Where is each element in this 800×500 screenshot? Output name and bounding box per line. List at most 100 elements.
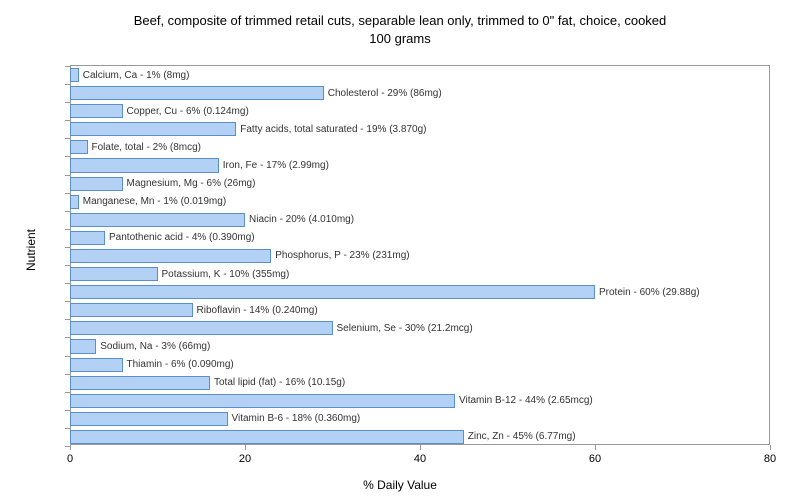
bar-row: Thiamin - 6% (0.090mg) bbox=[70, 358, 769, 372]
x-tick-label: 80 bbox=[764, 453, 776, 465]
y-axis-label: Nutrient bbox=[24, 229, 38, 271]
bar-row: Phosphorus, P - 23% (231mg) bbox=[70, 249, 769, 263]
bar bbox=[70, 358, 123, 372]
bar bbox=[70, 122, 236, 136]
bar bbox=[70, 303, 193, 317]
bar-row: Potassium, K - 10% (355mg) bbox=[70, 267, 769, 281]
x-tick-mark bbox=[595, 445, 596, 450]
y-tick-mark bbox=[65, 102, 70, 103]
x-tick-label: 20 bbox=[239, 453, 251, 465]
y-tick-mark bbox=[65, 66, 70, 67]
y-tick-mark bbox=[65, 428, 70, 429]
y-tick-mark bbox=[65, 283, 70, 284]
bar-row: Calcium, Ca - 1% (8mg) bbox=[70, 68, 769, 82]
bar-label: Phosphorus, P - 23% (231mg) bbox=[275, 250, 409, 261]
bar-label: Total lipid (fat) - 16% (10.15g) bbox=[214, 377, 345, 388]
bar bbox=[70, 158, 219, 172]
bar bbox=[70, 177, 123, 191]
bar-row: Vitamin B-6 - 18% (0.360mg) bbox=[70, 412, 769, 426]
bar-label: Folate, total - 2% (8mcg) bbox=[92, 142, 201, 153]
bar-row: Vitamin B-12 - 44% (2.65mcg) bbox=[70, 394, 769, 408]
bar-label: Fatty acids, total saturated - 19% (3.87… bbox=[240, 124, 426, 135]
bar-row: Sodium, Na - 3% (66mg) bbox=[70, 339, 769, 353]
x-tick-mark bbox=[770, 445, 771, 450]
y-tick-mark bbox=[65, 84, 70, 85]
bar-row: Magnesium, Mg - 6% (26mg) bbox=[70, 177, 769, 191]
bar bbox=[70, 430, 464, 444]
bar-row: Cholesterol - 29% (86mg) bbox=[70, 86, 769, 100]
y-tick-mark bbox=[65, 410, 70, 411]
y-tick-mark bbox=[65, 337, 70, 338]
y-tick-mark bbox=[65, 446, 70, 447]
y-tick-mark bbox=[65, 374, 70, 375]
bar-row: Iron, Fe - 17% (2.99mg) bbox=[70, 158, 769, 172]
bar-label: Niacin - 20% (4.010mg) bbox=[249, 214, 354, 225]
bar bbox=[70, 339, 96, 353]
bar-row: Fatty acids, total saturated - 19% (3.87… bbox=[70, 122, 769, 136]
bar-label: Thiamin - 6% (0.090mg) bbox=[127, 359, 234, 370]
bar-row: Pantothenic acid - 4% (0.390mg) bbox=[70, 231, 769, 245]
bar-label: Selenium, Se - 30% (21.2mcg) bbox=[337, 323, 473, 334]
bar bbox=[70, 376, 210, 390]
bar-label: Manganese, Mn - 1% (0.019mg) bbox=[83, 196, 226, 207]
plot-area: Calcium, Ca - 1% (8mg) Cholesterol - 29% … bbox=[70, 65, 770, 445]
bar bbox=[70, 321, 333, 335]
bar bbox=[70, 267, 158, 281]
bar-row: Riboflavin - 14% (0.240mg) bbox=[70, 303, 769, 317]
y-tick-mark bbox=[65, 120, 70, 121]
title-line-2: 100 grams bbox=[0, 30, 800, 48]
y-tick-mark bbox=[65, 229, 70, 230]
y-tick-mark bbox=[65, 175, 70, 176]
bar-label: Vitamin B-6 - 18% (0.360mg) bbox=[232, 413, 361, 424]
bar bbox=[70, 231, 105, 245]
x-tick-mark bbox=[245, 445, 246, 450]
y-tick-mark bbox=[65, 301, 70, 302]
bar-label: Protein - 60% (29.88g) bbox=[599, 287, 700, 298]
bar bbox=[70, 195, 79, 209]
bar bbox=[70, 249, 271, 263]
bar bbox=[70, 285, 595, 299]
y-tick-mark bbox=[65, 247, 70, 248]
bar-label: Riboflavin - 14% (0.240mg) bbox=[197, 305, 318, 316]
bar-row: Niacin - 20% (4.010mg) bbox=[70, 213, 769, 227]
bars-group: Calcium, Ca - 1% (8mg) Cholesterol - 29% … bbox=[70, 66, 769, 445]
bar bbox=[70, 412, 228, 426]
bar-label: Copper, Cu - 6% (0.124mg) bbox=[127, 106, 249, 117]
y-tick-mark bbox=[65, 138, 70, 139]
bar bbox=[70, 394, 455, 408]
y-tick-mark bbox=[65, 392, 70, 393]
y-tick-mark bbox=[65, 211, 70, 212]
bar-row: Copper, Cu - 6% (0.124mg) bbox=[70, 104, 769, 118]
bar bbox=[70, 213, 245, 227]
y-tick-mark bbox=[65, 265, 70, 266]
x-axis-label: % Daily Value bbox=[363, 478, 437, 492]
bar-label: Iron, Fe - 17% (2.99mg) bbox=[223, 160, 329, 171]
bar-label: Potassium, K - 10% (355mg) bbox=[162, 269, 290, 280]
bar-row: Manganese, Mn - 1% (0.019mg) bbox=[70, 195, 769, 209]
bar bbox=[70, 86, 324, 100]
bar-label: Vitamin B-12 - 44% (2.65mcg) bbox=[459, 395, 593, 406]
title-line-1: Beef, composite of trimmed retail cuts, … bbox=[0, 12, 800, 30]
y-tick-mark bbox=[65, 319, 70, 320]
y-tick-mark bbox=[65, 193, 70, 194]
bar-row: Total lipid (fat) - 16% (10.15g) bbox=[70, 376, 769, 390]
bar-label: Zinc, Zn - 45% (6.77mg) bbox=[468, 431, 576, 442]
bar-row: Zinc, Zn - 45% (6.77mg) bbox=[70, 430, 769, 444]
bar-label: Magnesium, Mg - 6% (26mg) bbox=[127, 178, 256, 189]
bar-row: Protein - 60% (29.88g) bbox=[70, 285, 769, 299]
y-tick-mark bbox=[65, 156, 70, 157]
y-tick-mark bbox=[65, 356, 70, 357]
x-tick-mark bbox=[420, 445, 421, 450]
bar-label: Sodium, Na - 3% (66mg) bbox=[100, 341, 210, 352]
bar bbox=[70, 140, 88, 154]
x-tick-label: 40 bbox=[414, 453, 426, 465]
bar-row: Selenium, Se - 30% (21.2mcg) bbox=[70, 321, 769, 335]
chart-container: Beef, composite of trimmed retail cuts, … bbox=[0, 0, 800, 500]
bar-row: Folate, total - 2% (8mcg) bbox=[70, 140, 769, 154]
x-tick-mark bbox=[70, 445, 71, 450]
chart-title: Beef, composite of trimmed retail cuts, … bbox=[0, 0, 800, 48]
x-tick-label: 0 bbox=[67, 453, 73, 465]
bar-label: Cholesterol - 29% (86mg) bbox=[328, 88, 442, 99]
bar-label: Pantothenic acid - 4% (0.390mg) bbox=[109, 232, 255, 243]
bar-label: Calcium, Ca - 1% (8mg) bbox=[83, 70, 190, 81]
